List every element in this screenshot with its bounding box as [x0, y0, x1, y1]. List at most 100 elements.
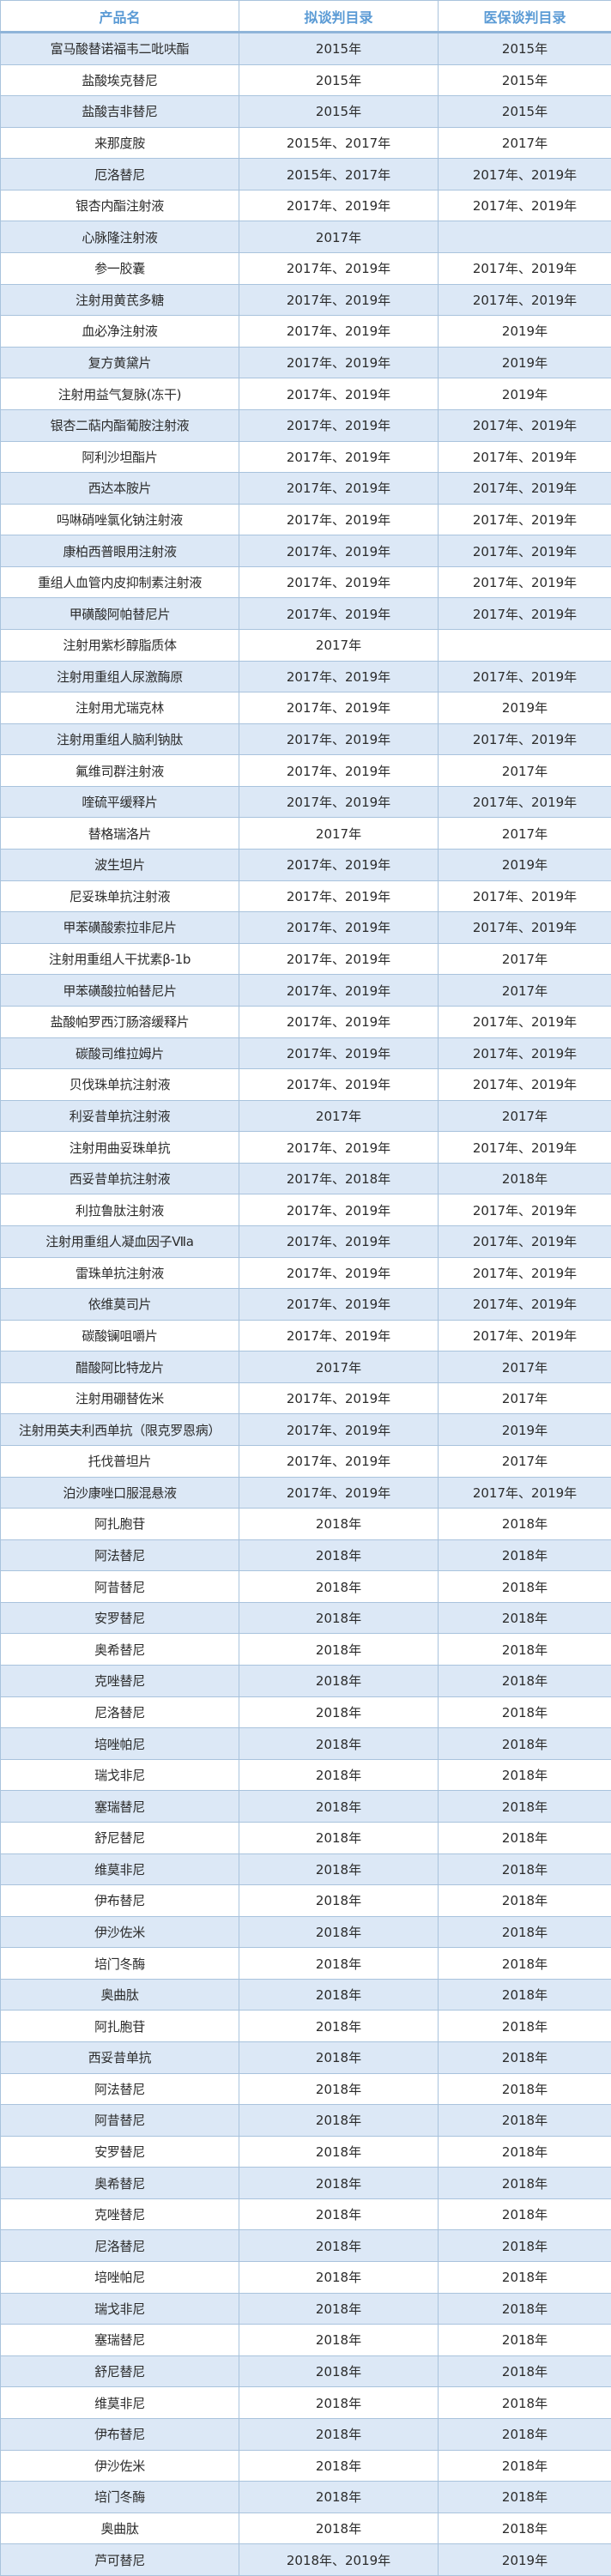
product-name-cell: 瑞戈非尼	[1, 2293, 239, 2325]
insurance-list-cell	[439, 629, 611, 661]
product-name-cell: 参一胶囊	[1, 253, 239, 285]
product-name-cell: 奥希替尼	[1, 1634, 239, 1666]
proposed-list-cell: 2017年、2019年	[239, 378, 439, 410]
insurance-list-cell: 2019年	[439, 378, 611, 410]
proposed-list-cell: 2018年	[239, 2042, 439, 2074]
proposed-list-cell: 2018年	[239, 2011, 439, 2042]
product-name-cell: 注射用重组人脑利钠肽	[1, 723, 239, 755]
proposed-list-cell: 2018年	[239, 1728, 439, 1760]
product-name-cell: 芦可替尼	[1, 2544, 239, 2576]
insurance-list-cell: 2018年	[439, 1916, 611, 1948]
proposed-list-cell: 2018年	[239, 1885, 439, 1917]
insurance-list-cell: 2017年、2019年	[439, 1194, 611, 1226]
product-name-cell: 注射用曲妥珠单抗	[1, 1132, 239, 1164]
product-name-cell: 来那度胺	[1, 127, 239, 159]
proposed-list-cell: 2018年	[239, 1791, 439, 1823]
product-name-cell: 甲苯磺酸拉帕替尼片	[1, 975, 239, 1007]
proposed-list-cell: 2017年、2019年	[239, 409, 439, 441]
insurance-list-cell: 2018年	[439, 2198, 611, 2230]
product-name-cell: 伊沙佐米	[1, 1916, 239, 1948]
proposed-list-cell: 2017年、2019年	[239, 880, 439, 912]
column-header-proposed-list: 拟谈判目录	[239, 1, 439, 33]
product-name-cell: 醋酸阿比特龙片	[1, 1351, 239, 1383]
insurance-list-cell: 2017年、2019年	[439, 598, 611, 630]
proposed-list-cell: 2018年	[239, 2136, 439, 2168]
product-name-cell: 奥曲肽	[1, 2513, 239, 2544]
product-name-cell: 心脉隆注射液	[1, 221, 239, 253]
insurance-list-cell: 2018年	[439, 1539, 611, 1571]
product-name-cell: 碳酸司维拉姆片	[1, 1037, 239, 1069]
proposed-list-cell: 2017年、2019年	[239, 1477, 439, 1509]
proposed-list-cell: 2015年	[239, 96, 439, 128]
product-name-cell: 甲磺酸阿帕替尼片	[1, 598, 239, 630]
product-name-cell: 托伐普坦片	[1, 1446, 239, 1478]
insurance-list-cell: 2017年	[439, 1100, 611, 1132]
proposed-list-cell: 2017年	[239, 221, 439, 253]
insurance-list-cell: 2018年	[439, 1509, 611, 1540]
insurance-list-cell: 2019年	[439, 1414, 611, 1446]
insurance-list-cell: 2018年	[439, 2168, 611, 2199]
proposed-list-cell: 2015年	[239, 33, 439, 65]
proposed-list-cell: 2017年、2019年	[239, 943, 439, 975]
proposed-list-cell: 2017年、2019年	[239, 535, 439, 567]
insurance-list-cell: 2017年	[439, 127, 611, 159]
proposed-list-cell: 2017年、2019年	[239, 1132, 439, 1164]
proposed-list-cell: 2018年	[239, 2293, 439, 2325]
proposed-list-cell: 2017年、2019年	[239, 1289, 439, 1321]
insurance-list-cell: 2018年	[439, 2262, 611, 2294]
product-name-cell: 波生坦片	[1, 850, 239, 881]
insurance-list-cell: 2018年	[439, 1163, 611, 1194]
product-name-cell: 尼妥珠单抗注射液	[1, 880, 239, 912]
product-name-cell: 奥曲肽	[1, 1979, 239, 2011]
product-name-cell: 西妥昔单抗	[1, 2042, 239, 2074]
product-name-cell: 盐酸帕罗西汀肠溶缓释片	[1, 1006, 239, 1037]
proposed-list-cell: 2017年、2019年	[239, 1006, 439, 1037]
insurance-list-cell: 2017年	[439, 818, 611, 850]
product-name-cell: 维莫非尼	[1, 1853, 239, 1885]
product-name-cell: 雷珠单抗注射液	[1, 1257, 239, 1289]
insurance-list-cell: 2017年、2019年	[439, 253, 611, 285]
insurance-list-cell: 2018年	[439, 1979, 611, 2011]
proposed-list-cell: 2018年	[239, 1822, 439, 1853]
insurance-list-cell: 2017年、2019年	[439, 159, 611, 190]
insurance-list-cell: 2017年	[439, 1351, 611, 1383]
product-name-cell: 注射用紫杉醇脂质体	[1, 629, 239, 661]
proposed-list-cell: 2018年	[239, 1539, 439, 1571]
product-name-cell: 尼洛替尼	[1, 2230, 239, 2262]
product-name-cell: 培门冬酶	[1, 1948, 239, 1980]
product-name-cell: 阿昔替尼	[1, 1571, 239, 1603]
product-name-cell: 注射用硼替佐米	[1, 1382, 239, 1414]
